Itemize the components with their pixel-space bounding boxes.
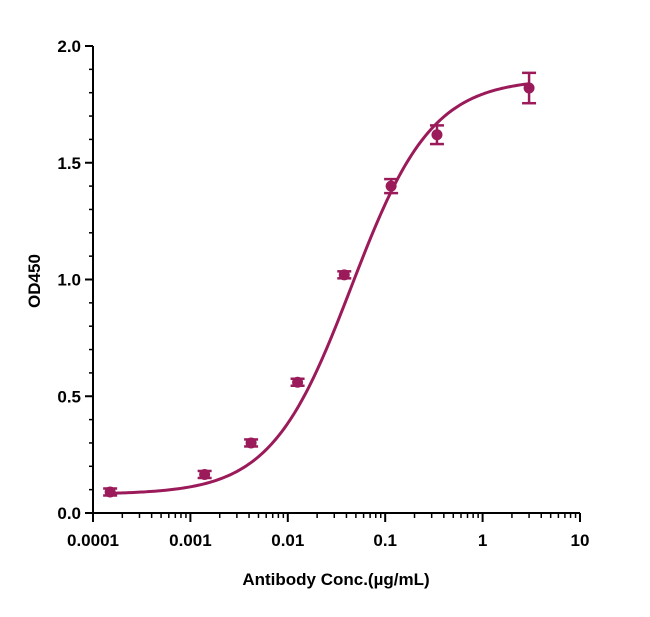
x-tick-label: 0.01 <box>271 531 304 550</box>
data-point <box>431 129 443 141</box>
x-tick-label: 1 <box>478 531 487 550</box>
x-tick-label: 0.1 <box>373 531 397 550</box>
data-point <box>245 437 257 449</box>
data-point <box>292 376 304 388</box>
y-tick-label: 2.0 <box>57 37 81 56</box>
x-axis-label: Antibody Conc.(µg/mL) <box>242 570 429 589</box>
y-axis-label: OD450 <box>25 254 44 308</box>
data-point <box>104 486 116 498</box>
data-point <box>523 82 535 94</box>
x-tick-label: 0.0001 <box>67 531 119 550</box>
y-tick-label: 0.0 <box>57 504 81 523</box>
data-points-layer <box>103 71 537 498</box>
data-point <box>385 180 397 192</box>
fit-curve-layer <box>110 82 530 495</box>
axes: 0.0 0.5 1.0 1.5 2.0 0.0001 0.001 0.01 0.1 1 10 <box>57 37 589 550</box>
x-tick-label: 10 <box>571 531 590 550</box>
x-tick-label: 0.001 <box>169 531 212 550</box>
data-point <box>338 269 350 281</box>
y-tick-label: 1.0 <box>57 271 81 290</box>
fit-curve <box>110 82 530 495</box>
data-point <box>199 468 211 480</box>
y-tick-label: 1.5 <box>57 154 81 173</box>
y-tick-label: 0.5 <box>57 387 81 406</box>
